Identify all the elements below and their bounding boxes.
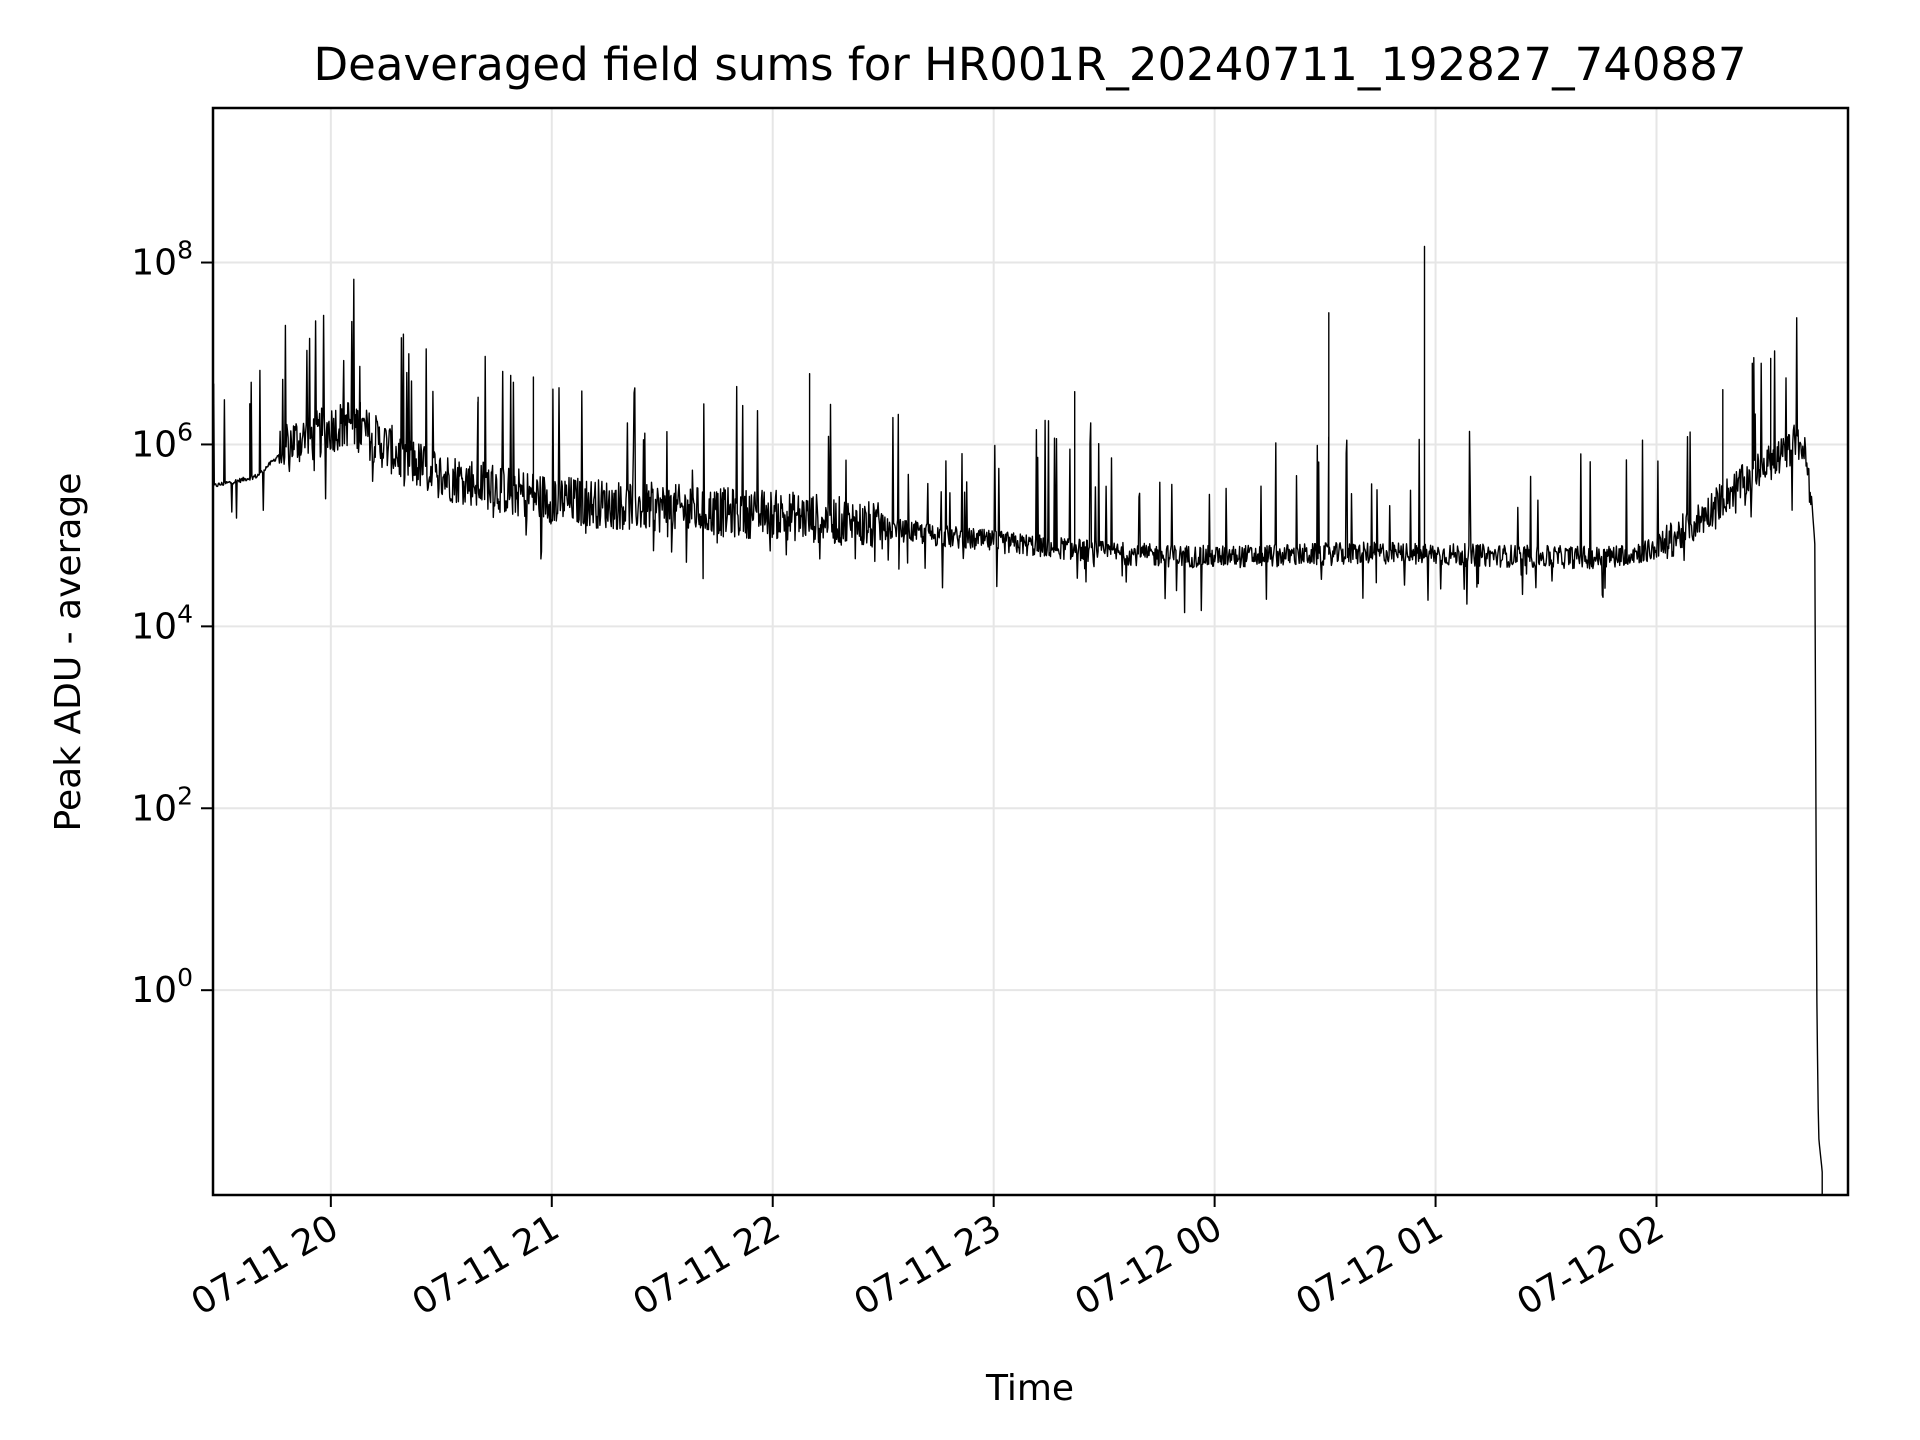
series-layer bbox=[212, 245, 1823, 1195]
y-tick-base: 10 bbox=[131, 606, 177, 647]
y-tick-base: 10 bbox=[131, 424, 177, 465]
grid bbox=[213, 108, 1848, 1195]
y-tick-label: 104 bbox=[131, 599, 193, 647]
plot-frame bbox=[211, 106, 1850, 1197]
x-tick-label: 07-12 01 bbox=[1289, 1207, 1450, 1323]
x-tick-label: 07-11 22 bbox=[627, 1207, 788, 1323]
x-tick-label: 07-11 23 bbox=[848, 1207, 1009, 1323]
x-tick-label: 07-11 20 bbox=[185, 1207, 346, 1323]
y-tick-exponent: 6 bbox=[177, 417, 193, 446]
x-tick-label: 07-12 02 bbox=[1510, 1207, 1671, 1323]
x-axis-label: Time bbox=[985, 1368, 1074, 1409]
y-tick-base: 10 bbox=[131, 788, 177, 829]
y-tick-label: 102 bbox=[131, 781, 193, 829]
y-tick-label: 106 bbox=[131, 417, 193, 465]
x-tick-label: 07-11 21 bbox=[406, 1207, 567, 1323]
x-tick-label: 07-12 00 bbox=[1068, 1207, 1229, 1323]
chart-title: Deaveraged field sums for HR001R_2024071… bbox=[314, 38, 1747, 91]
y-tick-exponent: 0 bbox=[177, 963, 193, 992]
y-tick-exponent: 4 bbox=[177, 599, 193, 628]
x-axis: 07-11 20 07-11 21 07-11 22 07-11 23 07-12 00… bbox=[185, 1195, 1671, 1324]
y-tick-label: 108 bbox=[131, 236, 193, 284]
y-tick-label: 100 bbox=[131, 963, 193, 1011]
y-tick-exponent: 2 bbox=[177, 781, 193, 810]
y-tick-exponent: 8 bbox=[177, 236, 193, 265]
y-tick-base: 10 bbox=[131, 243, 177, 284]
y-tick-base: 10 bbox=[131, 970, 177, 1011]
y-axis-label: Peak ADU - average bbox=[48, 473, 89, 832]
series-line bbox=[212, 245, 1823, 1195]
